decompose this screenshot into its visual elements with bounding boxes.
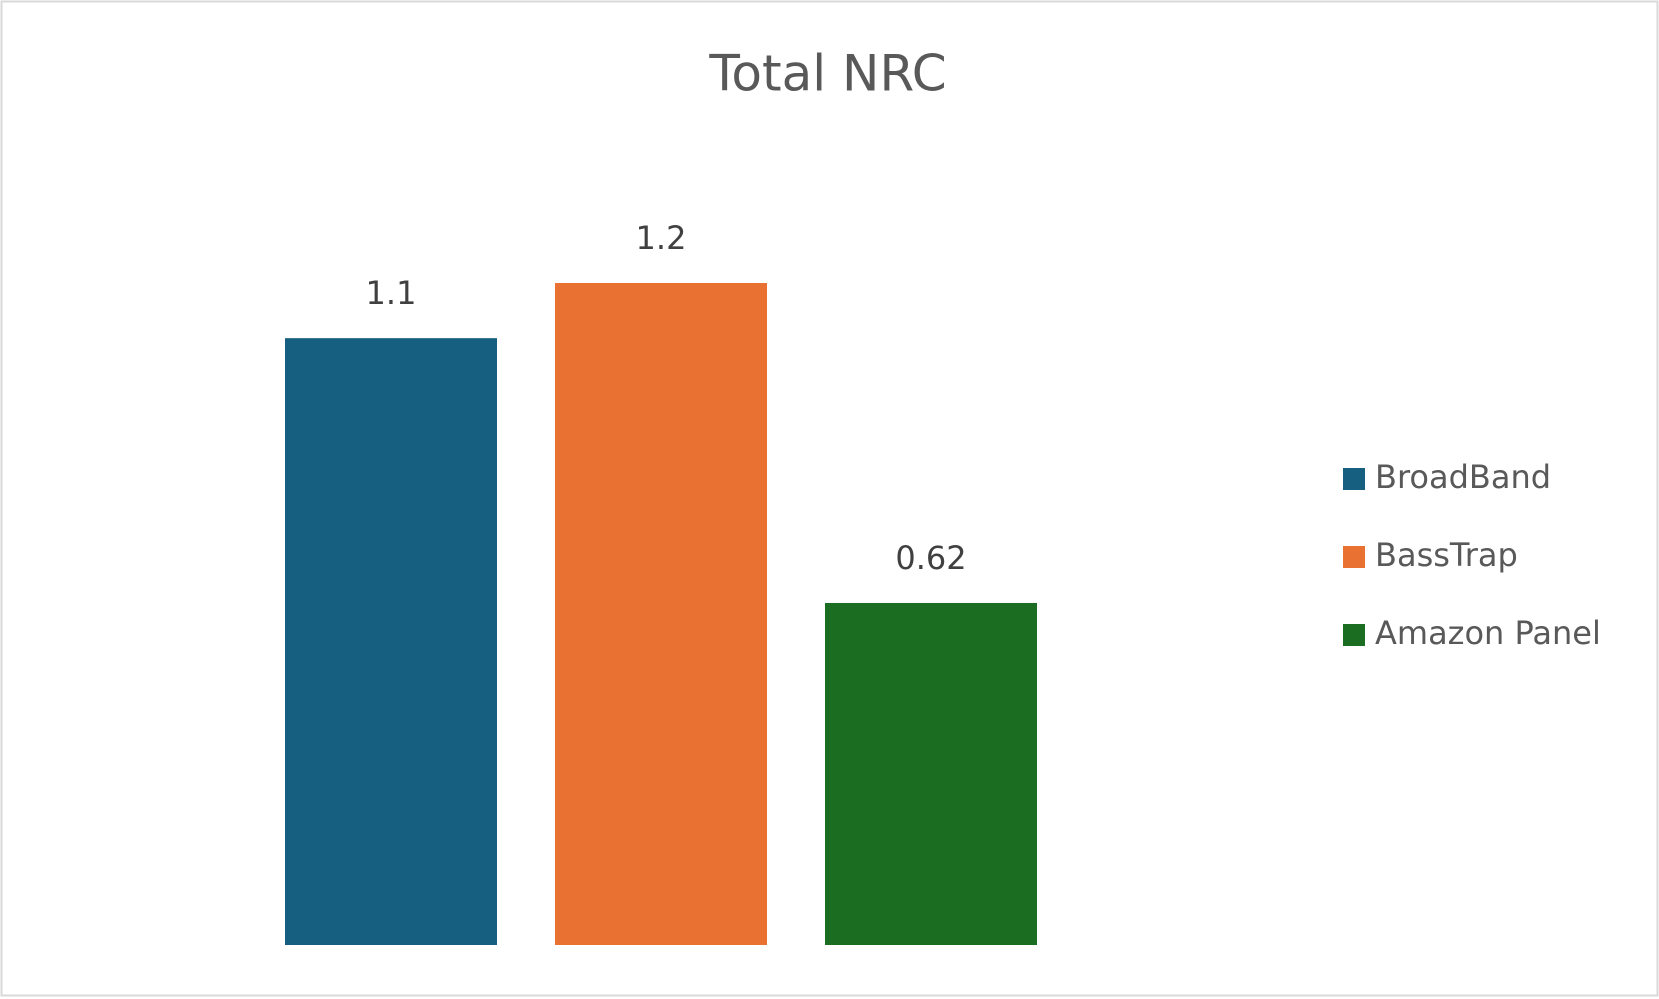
legend-label: BroadBand xyxy=(1375,458,1551,496)
legend-swatch xyxy=(1343,546,1365,568)
legend-swatch xyxy=(1343,624,1365,646)
data-label: 0.62 xyxy=(895,539,966,577)
legend-label: Amazon Panel xyxy=(1375,614,1601,652)
legend-swatch xyxy=(1343,468,1365,490)
chart-title: Total NRC xyxy=(708,45,946,103)
bar xyxy=(555,283,767,945)
data-label: 1.2 xyxy=(636,219,687,257)
bar xyxy=(285,338,497,946)
data-label: 1.1 xyxy=(366,274,417,312)
bar xyxy=(825,602,1037,945)
legend-label: BassTrap xyxy=(1375,536,1518,574)
